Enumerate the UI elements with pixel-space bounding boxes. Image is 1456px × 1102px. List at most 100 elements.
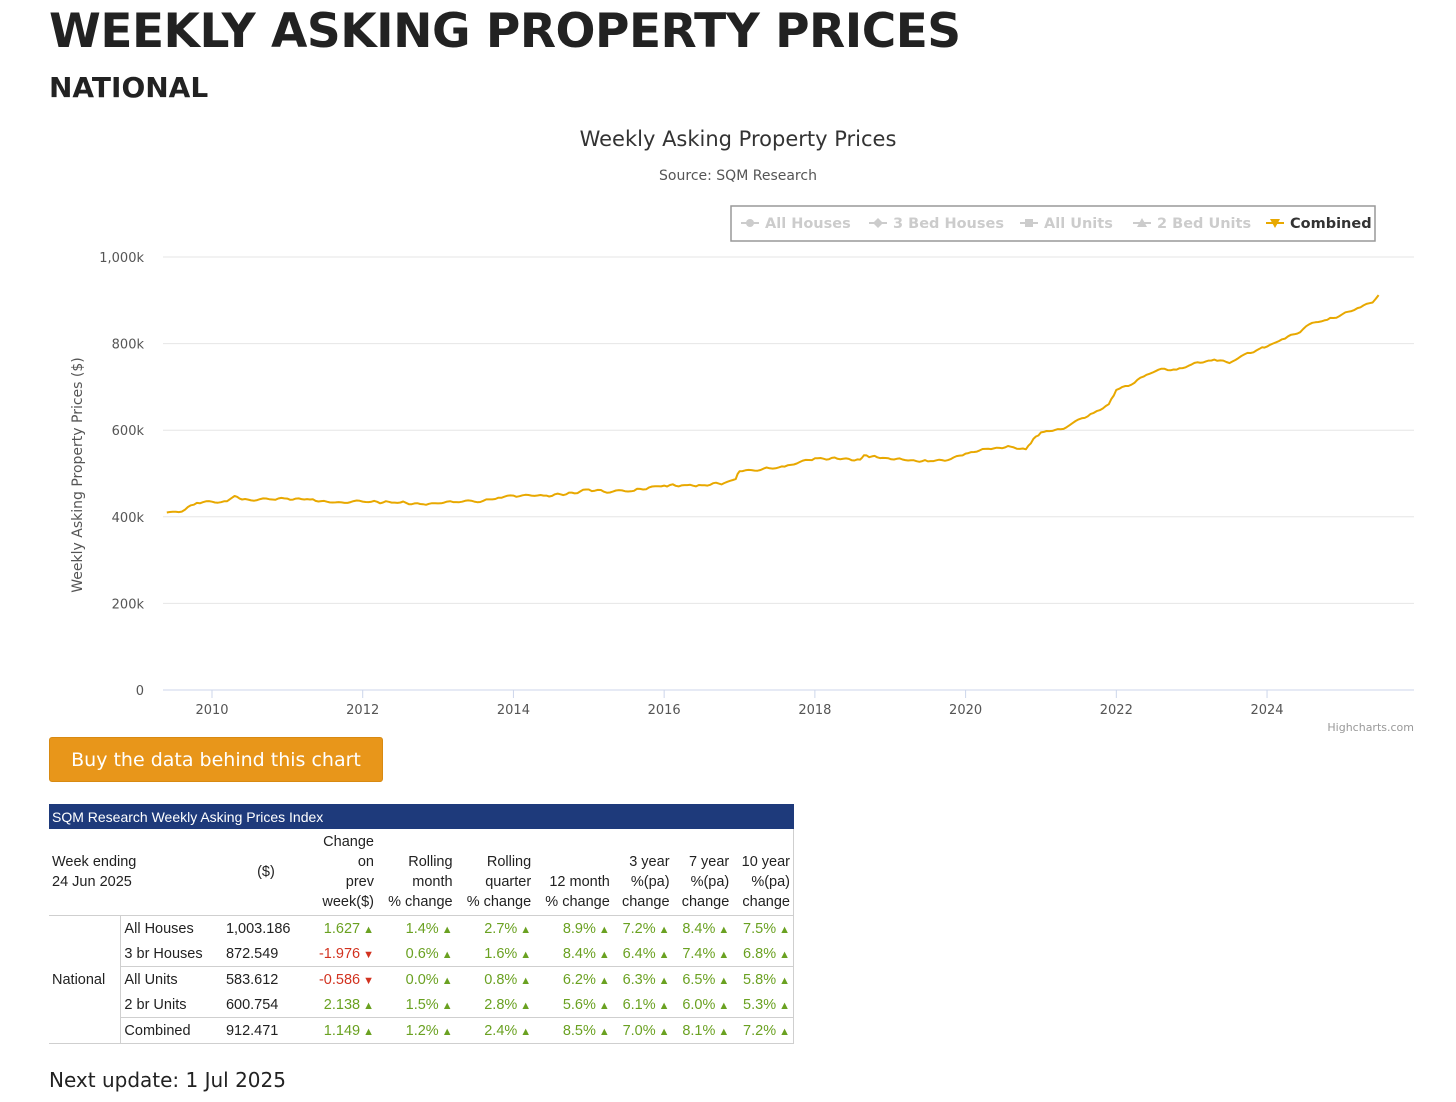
x-tick-label: 2016: [648, 703, 681, 718]
price-header: ($): [222, 829, 309, 916]
x-tick-label: 2014: [497, 703, 530, 718]
row-y3: 7.2% ▲: [613, 916, 673, 942]
header-line: % change: [545, 894, 610, 910]
circle-marker-icon: [746, 219, 754, 227]
y-axis-ticks: 0 200k 400k 600k 800k 1,000k: [99, 251, 144, 699]
row-y7-value: 7.4%: [682, 945, 716, 962]
row-quarter: 1.6% ▲: [456, 941, 535, 967]
y-tick-label: 1,000k: [99, 251, 144, 266]
header-line: % change: [388, 894, 453, 910]
up-arrow-icon: ▲: [658, 948, 670, 961]
header-line: month: [412, 874, 453, 890]
row-y3-value: 6.4%: [622, 945, 656, 962]
row-quarter-value: 2.4%: [484, 1022, 518, 1039]
row-change: -1.976 ▼: [309, 941, 377, 967]
chart-credits[interactable]: Highcharts.com: [1327, 721, 1414, 734]
buy-data-button[interactable]: Buy the data behind this chart: [49, 737, 383, 782]
up-arrow-icon: ▲: [520, 923, 532, 936]
row-month: 1.2% ▲: [376, 1017, 456, 1044]
legend-label: Combined: [1290, 216, 1372, 232]
row-y3-value: 7.0%: [622, 1022, 656, 1039]
header-line: %(pa): [630, 874, 670, 890]
legend-item-all-units[interactable]: All Units: [1020, 216, 1113, 232]
row-quarter: 2.4% ▲: [455, 1017, 535, 1044]
up-arrow-icon: ▲: [658, 923, 670, 936]
row-y7-value: 8.4%: [682, 920, 716, 937]
row-price: 1,003.186: [225, 920, 291, 937]
week-ending-label: Week ending: [52, 854, 137, 870]
series-group: [166, 294, 1380, 514]
row-y3-value: 6.1%: [622, 996, 656, 1013]
y-tick-label: 400k: [112, 511, 145, 526]
row-change-value: -0.586: [318, 971, 361, 988]
up-arrow-icon: ▲: [779, 923, 790, 936]
y-tick-label: 800k: [112, 338, 145, 353]
legend-item-2-bed-units[interactable]: 2 Bed Units: [1133, 216, 1251, 232]
chart-legend: All Houses 3 Bed Houses All Units 2 Bed Uni…: [730, 205, 1376, 242]
row-y10-value: 7.5%: [743, 920, 777, 937]
row-twelve: 8.4% ▲: [534, 941, 613, 967]
row-twelve: 5.6% ▲: [534, 992, 613, 1018]
triangle-marker-icon: [1137, 218, 1147, 227]
index-table: SQM Research Weekly Asking Prices Index …: [49, 804, 795, 1044]
up-arrow-icon: ▲: [718, 999, 730, 1012]
row-y10-value: 6.8%: [743, 945, 777, 962]
x-tick-label: 2024: [1250, 703, 1283, 718]
chart-title: Weekly Asking Property Prices: [580, 127, 897, 151]
up-arrow-icon: ▲: [658, 974, 670, 987]
row-y10-value: 7.2%: [743, 1022, 777, 1039]
row-name: 3 br Houses: [124, 945, 203, 962]
up-arrow-icon: ▲: [441, 999, 453, 1012]
header-line: change: [621, 894, 670, 910]
legend-item-combined[interactable]: Combined: [1266, 216, 1372, 232]
row-change-value: 1.627: [323, 920, 361, 937]
row-price: 872.549: [225, 945, 279, 962]
row-twelve: 8.9% ▲: [534, 916, 613, 942]
row-quarter: 0.8% ▲: [455, 966, 535, 992]
row-month-value: 1.4%: [405, 920, 439, 937]
header-line: change: [742, 894, 790, 910]
rolling-quarter-header: Rolling quarter % change: [455, 829, 535, 916]
three-year-header: 3 year %(pa) change: [612, 829, 673, 916]
up-arrow-icon: ▲: [598, 923, 610, 936]
next-update-text: Next update: 1 Jul 2025: [49, 1068, 286, 1092]
row-quarter: 2.7% ▲: [456, 916, 535, 942]
x-tick-label: 2010: [195, 703, 228, 718]
row-quarter-value: 2.8%: [484, 996, 518, 1013]
row-price: 912.471: [222, 1017, 309, 1044]
up-arrow-icon: ▲: [520, 999, 532, 1012]
row-y7-value: 6.5%: [682, 971, 716, 988]
week-ending-date: 24 Jun 2025: [52, 874, 132, 890]
twelve-month-header: 12 month % change: [534, 829, 613, 916]
row-quarter-value: 1.6%: [484, 945, 518, 962]
row-change: 2.138 ▲: [309, 992, 377, 1018]
legend-label: All Units: [1044, 216, 1113, 232]
row-month: 1.5% ▲: [377, 992, 456, 1018]
row-y10: 5.3% ▲: [732, 992, 795, 1018]
row-month: 0.0% ▲: [376, 966, 456, 992]
up-arrow-icon: ▲: [520, 1025, 532, 1038]
table-row: National All Houses 1,003.186 1.627 ▲ 1.4% ▲ 2.…: [49, 915, 795, 1044]
row-quarter-value: 0.8%: [484, 971, 518, 988]
row-twelve: 8.5% ▲: [534, 1017, 613, 1044]
triangle-down-marker-icon: [1270, 219, 1280, 228]
row-y7: 6.5% ▲: [672, 966, 733, 992]
row-y3: 7.0% ▲: [612, 1017, 673, 1044]
up-arrow-icon: ▲: [363, 999, 374, 1012]
header-line: %(pa): [751, 874, 790, 890]
down-arrow-icon: ▼: [363, 974, 374, 987]
row-y7: 7.4% ▲: [673, 941, 733, 967]
up-arrow-icon: ▲: [779, 948, 790, 961]
legend-item-3-bed-houses[interactable]: 3 Bed Houses: [869, 216, 1004, 232]
up-arrow-icon: ▲: [718, 923, 730, 936]
y-axis-label: Weekly Asking Property Prices ($): [70, 357, 86, 592]
up-arrow-icon: ▲: [520, 948, 532, 961]
legend-item-all-houses[interactable]: All Houses: [741, 216, 851, 232]
row-month-value: 1.2%: [405, 1022, 439, 1039]
header-line: change: [681, 894, 730, 910]
x-tick-label: 2012: [346, 703, 379, 718]
row-change-value: 2.138: [323, 996, 361, 1013]
header-line: week($): [322, 894, 374, 910]
row-y10-value: 5.3%: [743, 996, 777, 1013]
series-line-combined[interactable]: [166, 294, 1380, 514]
